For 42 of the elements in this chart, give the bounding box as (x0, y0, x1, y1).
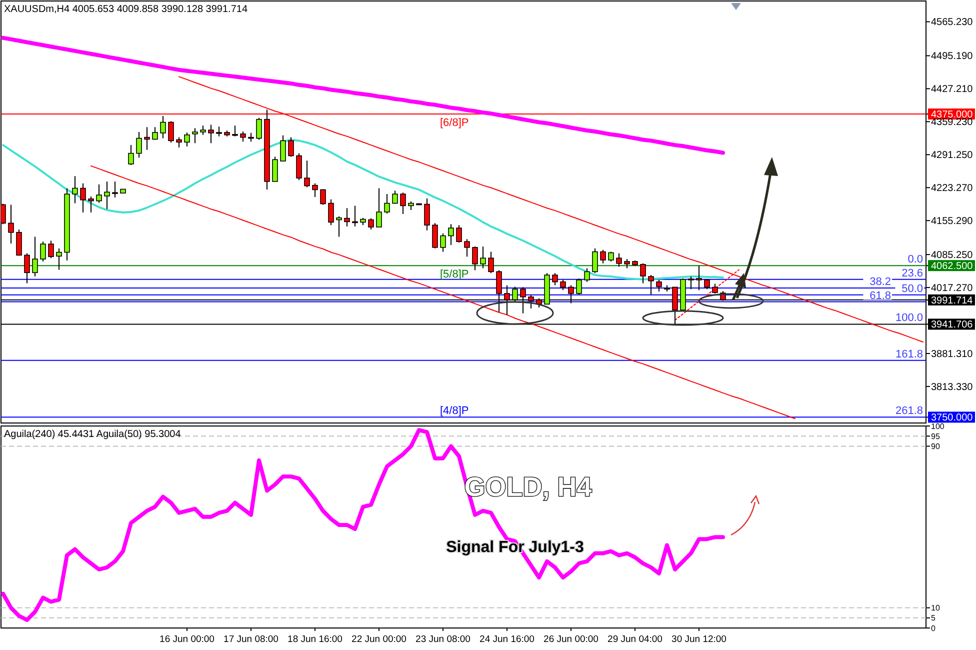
x-tick-label: 26 Jun 00:00 (544, 634, 598, 645)
y-tick-label: 4223.270 (931, 183, 974, 194)
y-tick-label: 3750.000 (931, 412, 974, 424)
y-tick-label: 3813.330 (931, 382, 974, 393)
y-tick-label: 0 (931, 624, 936, 633)
y-tick-label: 3991.714 (931, 295, 974, 306)
x-tick-label: 29 Jun 04:00 (608, 634, 662, 645)
annotation: 0.0 (908, 254, 923, 266)
y-tick-label: 10 (931, 604, 940, 613)
y-tick-label: 90 (931, 442, 940, 451)
y-tick-label: 4291.250 (931, 150, 974, 162)
y-tick-label: 4427.210 (931, 84, 974, 96)
y-tick-label: 4017.270 (931, 283, 974, 294)
chart-title: XAUUSDm,H4 4005.653 4009.858 3990.128 3991.714 (4, 4, 248, 15)
y-tick-label: 4155.290 (931, 216, 974, 228)
y-tick-label: 95 (931, 432, 940, 441)
x-tick-label: 17 Jun 08:00 (224, 634, 278, 645)
ref-line-label: [6/8]P (440, 117, 469, 130)
ref-line-label: [5/8]P (440, 268, 469, 281)
y-tick-label: 5 (931, 614, 936, 623)
annotation: 38.2 (870, 276, 891, 288)
y-tick-label: 4495.190 (931, 51, 974, 62)
annotation: 161.8 (895, 348, 923, 360)
x-tick-label: 18 Jun 16:00 (288, 634, 342, 645)
chart-title: Aguila(240) 45.4431 Aguila(50) 95.3004 (4, 429, 182, 440)
annotation: 261.8 (895, 405, 923, 418)
ref-line-label: [4/8]P (440, 405, 469, 418)
y-tick-label: 3941.706 (931, 320, 974, 331)
y-tick-label: 4062.500 (931, 261, 974, 272)
y-tick-label: 4085.250 (931, 250, 974, 262)
annotation: 50.0 (902, 282, 923, 295)
y-tick-label: 3881.310 (931, 348, 974, 360)
y-tick-label: 100 (931, 422, 945, 431)
annotation: 61.8 (870, 290, 891, 302)
x-tick-label: 22 Jun 00:00 (352, 634, 406, 645)
x-tick-label: 30 Jun 12:00 (672, 634, 726, 645)
y-tick-label: 4565.230 (931, 17, 974, 28)
x-tick-label: 23 Jun 08:00 (416, 634, 470, 645)
x-tick-label: 16 Jun 00:00 (160, 634, 214, 645)
x-tick-label: 24 Jun 16:00 (480, 634, 534, 645)
annotation: 100.0 (895, 312, 923, 324)
annotation: 23.6 (902, 267, 923, 280)
